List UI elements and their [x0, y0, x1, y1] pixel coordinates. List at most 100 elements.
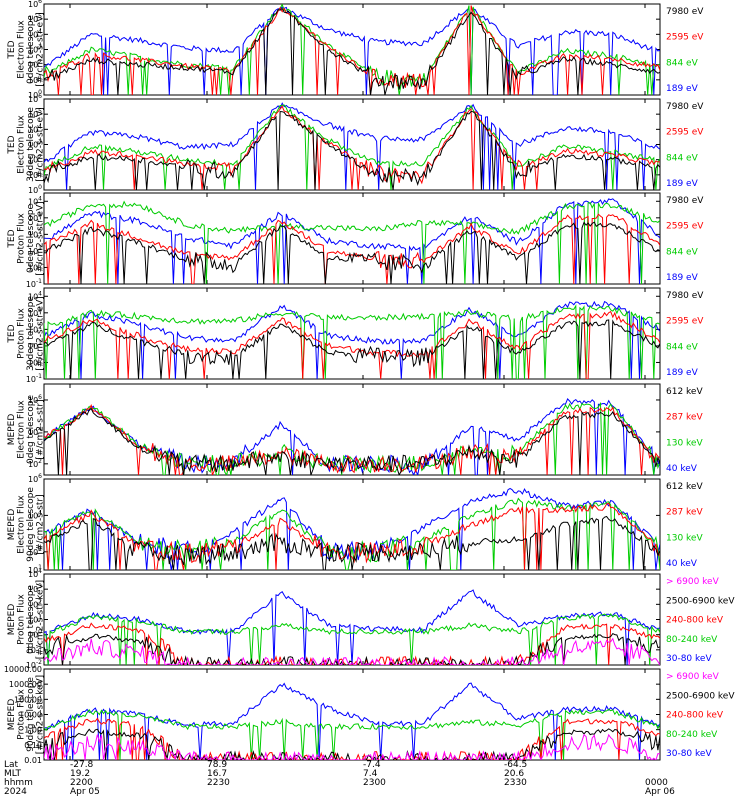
series-line	[44, 213, 660, 284]
legend-label: 2500-6900 keV	[666, 596, 735, 606]
footer-lat: -64.5	[504, 760, 527, 770]
series-line	[44, 304, 660, 379]
y-tick-label: 10-2	[26, 659, 42, 670]
series-line	[44, 515, 660, 570]
series-line	[44, 104, 660, 190]
y-tick-label: 100	[28, 184, 42, 195]
legend-label: 287 keV	[666, 413, 703, 423]
y-tick-label: 10-1	[26, 644, 42, 655]
y-axis-title: MEPED Proton Flux 0deg telescope [#/cm2-s-s…	[7, 580, 46, 659]
y-tick-label: 102	[28, 458, 42, 469]
legend-label: 7980 eV	[666, 7, 704, 17]
series-line	[44, 319, 660, 379]
panel-frame	[43, 383, 661, 476]
series-line	[44, 497, 660, 570]
plot-area	[44, 198, 660, 284]
series-line	[44, 6, 660, 95]
y-tick-label: 102	[28, 228, 42, 239]
panel-frame	[43, 668, 661, 761]
y-axis-title: MEPED Electron Flux 0deg telescope [#/cm2-s…	[7, 395, 46, 465]
legend-label: 844 eV	[666, 58, 699, 68]
y-axis-title: MEPED Proton Flux 90deg telescope [#/cm2-s-…	[7, 675, 46, 754]
plot-area	[44, 397, 660, 475]
y-tick-label: 101	[28, 169, 42, 180]
legend-label: 240-800 keV	[666, 711, 724, 721]
series-line	[44, 502, 660, 570]
footer-row-label: MLT	[4, 769, 22, 779]
y-axis-title-line: Proton Flux	[17, 594, 27, 645]
footer-date: Apr 06	[645, 787, 675, 797]
y-tick-label: 104	[28, 509, 42, 520]
chart-panel: 100 101 102 103 104 105 106 TED Electron Flux 0de…	[7, 0, 704, 100]
y-tick-label: 103	[28, 139, 42, 150]
legend-label: 2595 eV	[666, 317, 704, 327]
y-tick-label: 104	[28, 195, 42, 206]
series-line	[44, 397, 660, 475]
footer-lat: -7.4	[363, 760, 381, 770]
footer-mlt: 16.7	[207, 769, 227, 779]
y-axis-title-line: 0deg telescope	[26, 395, 36, 465]
y-axis-title: MEPED Electron Flux 90deg telescope [#/cm2-…	[7, 487, 46, 562]
legend-label: 40 keV	[666, 464, 698, 474]
y-axis-title-line: MEPED	[7, 414, 17, 446]
plot-area	[44, 4, 660, 95]
y-axis-title: TED Proton Flux 0deg telescope [#/cm2-s-str…	[7, 201, 46, 276]
legend-label: 2595 eV	[666, 222, 704, 232]
footer-hhmm: 2230	[207, 778, 230, 788]
y-axis-title-line: [#/cm2-s-str]	[36, 399, 46, 459]
series-line	[44, 733, 660, 760]
y-tick-label: 104	[28, 568, 42, 579]
y-tick-label: 102	[28, 323, 42, 334]
y-axis-title-line: [#/cm2-s-str]	[36, 494, 46, 554]
y-tick-label: 104	[28, 123, 42, 134]
legend-label: 40 keV	[666, 559, 698, 569]
y-axis-title-line: Proton Flux	[17, 308, 27, 359]
series-line	[44, 4, 660, 95]
legend-label: 189 eV	[666, 179, 699, 189]
series-line	[44, 637, 660, 665]
legend-label: 844 eV	[666, 247, 699, 257]
footer-lat: 78.9	[207, 760, 227, 770]
y-axis-title-line: [#/cm2-s-str-eV]	[36, 12, 46, 87]
legend-label: 189 eV	[666, 368, 699, 378]
y-tick-label: 103	[28, 212, 42, 223]
y-axis-title-line: MEPED	[7, 699, 17, 731]
legend-label: 30-80 keV	[666, 654, 712, 664]
y-axis-title-line: MEPED	[7, 604, 17, 636]
y-axis-title-line: 90deg telescope	[26, 487, 36, 562]
series-line	[44, 589, 660, 665]
y-axis-title-line: [#/cm2-s-str-eV]	[36, 107, 46, 182]
y-tick-label: 106	[28, 394, 42, 405]
y-axis-title-line: TED	[7, 324, 17, 343]
legend-label: 189 eV	[666, 84, 699, 94]
y-axis-title-line: Proton Flux	[17, 689, 27, 740]
panel-frame	[43, 98, 661, 191]
y-axis-title: TED Electron Flux 0deg telescope [#/cm2-s-s…	[7, 12, 46, 87]
legend-label: 287 keV	[666, 508, 703, 518]
legend-label: 612 keV	[666, 387, 703, 397]
series-line	[44, 110, 660, 190]
y-axis-title: TED Electron Flux 30deg telescope [#/cm2-s-…	[7, 107, 46, 182]
plot-area	[44, 589, 660, 665]
y-tick-label: 10-1	[26, 373, 42, 384]
y-tick-label: 101	[28, 564, 42, 575]
y-tick-label: 102	[28, 154, 42, 165]
series-line	[44, 401, 660, 475]
panel-frame	[43, 192, 661, 285]
y-axis-title-line: [#/cm2-s-str-eV]	[36, 296, 46, 371]
y-axis-title-line: TED	[7, 135, 17, 154]
y-axis-title: TED Proton Flux 30deg telescope [#/cm2-s-st…	[7, 296, 46, 371]
y-tick-label: 100	[28, 629, 42, 640]
series-line	[44, 407, 660, 475]
y-tick-label: 106	[28, 473, 42, 484]
y-tick-label: 100.00	[14, 695, 42, 704]
y-axis-title-line: 0deg telescope	[26, 15, 36, 85]
footer-row-label: hhmm	[4, 778, 33, 788]
y-axis-title-line: TED	[7, 229, 17, 248]
y-axis-title-line: Electron Flux	[17, 20, 27, 79]
y-tick-label: 102	[28, 59, 42, 70]
